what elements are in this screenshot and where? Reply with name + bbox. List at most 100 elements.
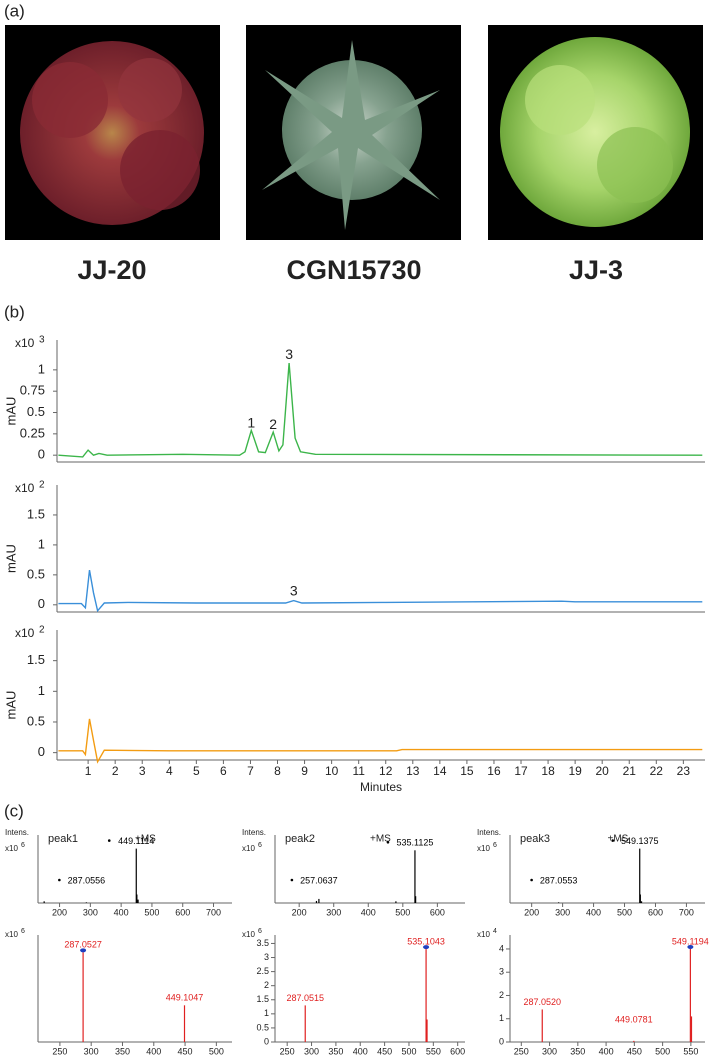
ms-mode-label: +MS — [370, 834, 391, 845]
x-tick-label: 500 — [395, 907, 410, 917]
y-tick-label: 1 — [264, 1008, 269, 1018]
y-tick-label: 3.5 — [256, 938, 269, 948]
y-axis-label: Intens. — [477, 828, 501, 837]
x-tick-label: 600 — [175, 907, 190, 917]
x-tick-label: 15 — [460, 764, 474, 778]
y-tick-label: 1 — [38, 361, 45, 376]
x-tick-label: 400 — [353, 1046, 368, 1056]
y-tick-label: 3 — [264, 952, 269, 962]
y-multiplier-exponent: 3 — [39, 335, 45, 346]
peak-label: 535.1125 — [397, 838, 434, 848]
x-tick-label: 550 — [426, 1046, 441, 1056]
x-tick-label: 16 — [487, 764, 501, 778]
spectrum-title: peak3 — [520, 833, 550, 845]
x-tick-label: 250 — [514, 1046, 529, 1056]
y-multiplier: x10 — [242, 844, 255, 853]
peak-marker — [58, 878, 61, 882]
x-tick-label: 700 — [206, 907, 221, 917]
y-tick-label: 0.5 — [27, 566, 45, 581]
x-tick-label: 17 — [514, 764, 528, 778]
y-multiplier-exponent: 6 — [493, 842, 497, 849]
chromatogram-line — [58, 569, 703, 613]
y-tick-label: 1 — [38, 683, 45, 698]
x-tick-label: 500 — [617, 907, 632, 917]
peak-label: 257.0637 — [300, 875, 338, 885]
y-axis-label: mAU — [3, 691, 18, 720]
y-multiplier-exponent: 6 — [258, 928, 262, 935]
ms-mode-label: +MS — [135, 834, 156, 845]
y-tick-label: 0.5 — [27, 713, 45, 728]
y-tick-label: 0 — [38, 447, 45, 462]
spectrum-title: peak2 — [285, 833, 315, 845]
panel-label: (b) — [4, 302, 25, 321]
precursor-marker — [687, 944, 694, 949]
y-multiplier-exponent: 2 — [39, 480, 45, 491]
peak-label: 549.1375 — [621, 836, 659, 846]
peak-marker — [107, 839, 111, 842]
sample-name: CGN15730 — [286, 255, 421, 285]
precursor-marker — [80, 948, 87, 953]
y-tick-label: 1.5 — [256, 994, 269, 1004]
y-multiplier: x10 — [15, 481, 35, 495]
x-tick-label: 300 — [326, 907, 341, 917]
y-multiplier-exponent: 6 — [21, 842, 25, 849]
x-tick-label: 350 — [328, 1046, 343, 1056]
x-tick-label: 700 — [679, 907, 694, 917]
x-tick-label: 300 — [542, 1046, 557, 1056]
y-tick-label: 0.75 — [20, 383, 45, 398]
y-multiplier: x10 — [5, 930, 18, 939]
x-tick-label: 400 — [599, 1046, 614, 1056]
peak-label: 287.0556 — [68, 875, 106, 885]
y-tick-label: 1 — [499, 1013, 504, 1023]
y-tick-label: 0 — [499, 1036, 504, 1046]
y-tick-label: 3 — [499, 967, 504, 977]
peak-marker — [530, 878, 533, 882]
spectrum-title: peak1 — [48, 833, 78, 845]
y-multiplier: x10 — [477, 844, 490, 853]
x-tick-label: 6 — [220, 764, 227, 778]
peak-label: 535.1043 — [407, 936, 445, 946]
x-tick-label: 350 — [115, 1046, 130, 1056]
y-tick-label: 2 — [499, 990, 504, 1000]
y-axis-label: Intens. — [5, 828, 29, 837]
x-tick-label: 300 — [83, 907, 98, 917]
x-tick-label: 550 — [683, 1046, 698, 1056]
x-tick-label: 2 — [112, 764, 119, 778]
y-tick-label: 1.5 — [27, 652, 45, 667]
x-tick-label: 400 — [146, 1046, 161, 1056]
x-tick-label: 400 — [114, 907, 129, 917]
panel-label: (c) — [4, 801, 24, 820]
sample-name: JJ-20 — [77, 255, 146, 285]
x-tick-label: 600 — [450, 1046, 465, 1056]
peak-marker — [611, 839, 615, 842]
x-tick-label: 1 — [85, 764, 92, 778]
photo — [246, 25, 461, 240]
chromatogram-line — [58, 362, 703, 458]
y-tick-label: 4 — [499, 943, 504, 953]
y-tick-label: 1 — [38, 536, 45, 551]
y-tick-label: 2.5 — [256, 966, 269, 976]
peak-label: 449.1047 — [166, 993, 204, 1003]
y-tick-label: 0.5 — [256, 1022, 269, 1032]
x-tick-label: 11 — [352, 764, 365, 778]
x-tick-label: 300 — [555, 907, 570, 917]
y-multiplier: x10 — [5, 844, 18, 853]
x-tick-label: 10 — [325, 764, 339, 778]
x-tick-label: 500 — [144, 907, 159, 917]
x-tick-label: 13 — [406, 764, 420, 778]
x-tick-label: 300 — [304, 1046, 319, 1056]
x-tick-label: 7 — [247, 764, 254, 778]
photo — [5, 25, 220, 240]
precursor-marker — [423, 945, 430, 950]
x-tick-label: 350 — [570, 1046, 585, 1056]
x-tick-label: 500 — [655, 1046, 670, 1056]
peak-marker — [386, 841, 390, 844]
x-tick-label: 8 — [274, 764, 281, 778]
ms-mode-label: +MS — [608, 834, 629, 845]
y-tick-label: 2 — [264, 980, 269, 990]
y-axis-label: Intens. — [242, 828, 266, 837]
x-tick-label: 300 — [84, 1046, 99, 1056]
x-axis-label: Minutes — [360, 780, 402, 794]
